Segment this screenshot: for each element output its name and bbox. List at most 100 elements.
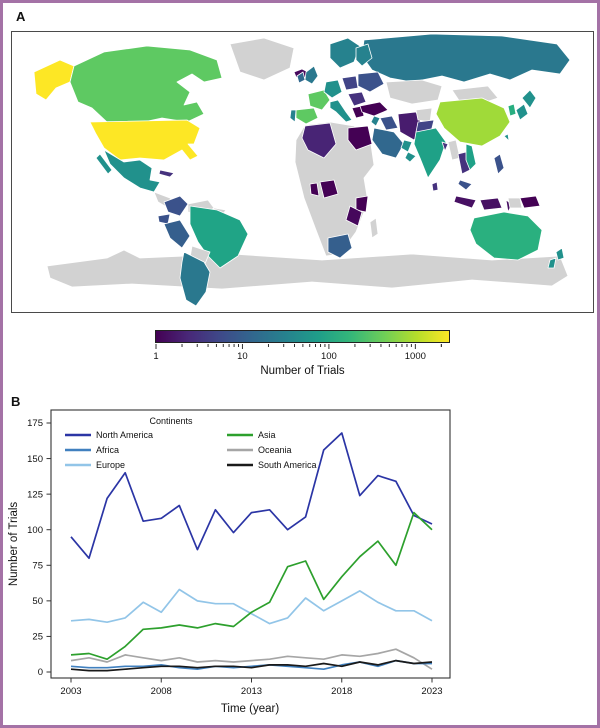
map-region-colombia xyxy=(163,195,189,217)
series-line-asia xyxy=(70,511,433,661)
legend-label-oceania: Oceania xyxy=(258,445,292,455)
legend-label-south-america: South America xyxy=(258,460,317,470)
map-region-madagascar xyxy=(369,217,379,239)
series-line-oceania xyxy=(70,648,433,670)
legend-title: Continents xyxy=(149,416,193,426)
map-region-antarctica xyxy=(46,249,569,290)
map-region-algeria xyxy=(301,122,337,159)
y-tick-label: 75 xyxy=(32,560,43,571)
map-region-south-africa xyxy=(327,233,353,259)
y-axis-label: Number of Trials xyxy=(8,502,20,587)
map-region-usa xyxy=(89,119,201,161)
map-region-poland xyxy=(341,75,359,91)
series-line-europe xyxy=(70,588,433,625)
legend-label-north-america: North America xyxy=(96,430,153,440)
map-region-sri-lanka xyxy=(431,181,439,192)
y-tick-label: 100 xyxy=(27,525,43,536)
map-region-chile-argentina xyxy=(179,251,211,307)
colorbar-tick-labels: 1 10 100 1000 xyxy=(125,351,480,363)
y-tick-label: 150 xyxy=(27,454,43,465)
map-region-france xyxy=(307,89,331,111)
map-region-greenland xyxy=(229,37,295,81)
series-line-north-america xyxy=(70,432,433,560)
map-region-portugal xyxy=(289,109,297,123)
map-region-scandinavia xyxy=(329,37,361,69)
colorbar-title: Number of Trials xyxy=(260,365,345,377)
plot-frame xyxy=(50,409,451,679)
map-region-ghana xyxy=(309,182,320,197)
map-region-west-papua xyxy=(507,197,523,209)
map-region-vietnam xyxy=(465,143,477,171)
map-region-papua-new-guinea xyxy=(519,195,541,209)
legend-label-asia: Asia xyxy=(258,430,276,440)
panel-b-label: B xyxy=(11,394,21,409)
map-region-turkey xyxy=(359,101,389,117)
map-region-ireland xyxy=(296,71,306,84)
series-line-south-america xyxy=(70,659,433,672)
map-region-ukraine-belarus xyxy=(357,71,385,93)
x-axis-label: Time (year) xyxy=(221,703,280,715)
map-region-cuba xyxy=(158,169,175,178)
colorbar-tick-label: 10 xyxy=(237,351,248,362)
map-region-finland xyxy=(355,43,373,67)
colorbar-ticks xyxy=(155,344,442,349)
map-region-germany xyxy=(323,79,343,99)
map-region-tanzania xyxy=(345,205,363,227)
map-region-kenya xyxy=(355,195,369,213)
chart-legend: Continents North America Africa Europe Asia O… xyxy=(65,416,317,470)
y-axis-ticks: 0 25 50 75 100 125 150 175 xyxy=(27,418,51,678)
map-region-kazakhstan xyxy=(385,79,443,105)
x-tick-label: 2008 xyxy=(151,686,172,697)
y-tick-label: 0 xyxy=(38,667,43,678)
x-axis-ticks: 2003 2008 2013 2018 2023 xyxy=(60,678,443,697)
map-region-malaysia xyxy=(457,179,473,191)
legend-label-africa: Africa xyxy=(96,445,119,455)
map-region-taiwan xyxy=(503,133,510,142)
y-tick-label: 50 xyxy=(32,596,43,607)
map-region-russia xyxy=(361,33,571,83)
map-region-uk xyxy=(304,65,319,85)
colorbar-tick-label: 1 xyxy=(153,351,159,362)
map-region-egypt xyxy=(347,125,373,151)
line-chart-panel: 0 25 50 75 100 125 150 175 2003 2008 2013 2018 2023… xyxy=(8,409,451,715)
map-region-alaska xyxy=(33,59,75,101)
map-region-australia xyxy=(469,211,543,261)
x-tick-label: 2023 xyxy=(421,686,442,697)
map-region-japan xyxy=(515,89,537,121)
map-region-spain xyxy=(295,107,319,125)
map-region-china xyxy=(435,97,511,147)
colorbar-gradient xyxy=(155,330,450,343)
world-map-panel xyxy=(11,31,594,313)
map-region-south-korea xyxy=(507,103,517,117)
colorbar-tick-label: 100 xyxy=(320,351,337,362)
map-region-iraq xyxy=(379,115,399,131)
map-region-balkans xyxy=(347,91,367,107)
x-tick-label: 2018 xyxy=(331,686,352,697)
colorbar-tick-label: 1000 xyxy=(404,351,426,362)
map-region-ecuador xyxy=(157,213,171,225)
x-tick-label: 2013 xyxy=(241,686,262,697)
x-tick-label: 2003 xyxy=(60,686,81,697)
map-region-levant xyxy=(370,115,381,127)
map-region-new-zealand xyxy=(547,247,565,269)
map-region-bangladesh xyxy=(441,141,449,152)
map-region-oman xyxy=(404,151,417,163)
map-region-nigeria xyxy=(319,179,339,199)
legend-label-europe: Europe xyxy=(96,460,125,470)
map-region-brazil xyxy=(189,205,249,269)
y-tick-label: 25 xyxy=(32,632,43,643)
map-region-saudi-arabia xyxy=(371,127,405,159)
map-region-philippines xyxy=(493,153,505,175)
y-tick-label: 125 xyxy=(27,489,43,500)
map-region-canada xyxy=(69,45,223,125)
panel-a-label: A xyxy=(16,9,26,24)
map-region-india xyxy=(413,127,447,179)
map-region-italy xyxy=(329,99,353,123)
y-tick-label: 175 xyxy=(27,418,43,429)
world-choropleth-map xyxy=(33,33,571,307)
map-region-mexico xyxy=(95,149,161,193)
series-line-africa xyxy=(70,659,432,671)
map-region-afghanistan xyxy=(415,107,433,123)
map-region-peru xyxy=(163,219,191,249)
